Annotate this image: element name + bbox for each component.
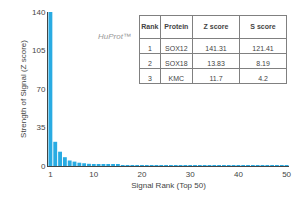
svg-text:2: 2	[148, 60, 152, 67]
svg-text:0: 0	[41, 162, 46, 171]
svg-text:35: 35	[36, 123, 45, 132]
svg-text:3: 3	[148, 75, 152, 82]
svg-text:1: 1	[48, 170, 53, 179]
svg-text:50: 50	[282, 170, 291, 179]
svg-text:13.83: 13.83	[207, 60, 225, 67]
svg-text:40: 40	[234, 170, 243, 179]
svg-text:1: 1	[148, 45, 152, 52]
svg-text:70: 70	[36, 85, 45, 94]
svg-text:8.19: 8.19	[256, 60, 270, 67]
svg-text:S score: S score	[250, 23, 275, 30]
svg-text:10: 10	[89, 170, 98, 179]
svg-text:30: 30	[186, 170, 195, 179]
svg-text:HuProt™: HuProt™	[98, 32, 131, 41]
svg-text:Strength of Signal (Z score): Strength of Signal (Z score)	[19, 40, 28, 138]
svg-text:Protein: Protein	[164, 23, 188, 30]
svg-text:4.2: 4.2	[258, 75, 268, 82]
svg-text:105: 105	[32, 46, 46, 55]
svg-text:SOX18: SOX18	[165, 60, 188, 67]
svg-text:141.31: 141.31	[205, 45, 227, 52]
svg-text:Z score: Z score	[204, 23, 229, 30]
svg-text:121.41: 121.41	[252, 45, 274, 52]
svg-text:Rank: Rank	[141, 23, 158, 30]
svg-text:20: 20	[138, 170, 147, 179]
svg-text:Signal Rank (Top 50): Signal Rank (Top 50)	[131, 181, 206, 190]
svg-text:140: 140	[32, 8, 46, 17]
svg-text:KMC: KMC	[169, 75, 185, 82]
svg-text:SOX12: SOX12	[165, 45, 188, 52]
svg-text:11.7: 11.7	[209, 75, 222, 82]
